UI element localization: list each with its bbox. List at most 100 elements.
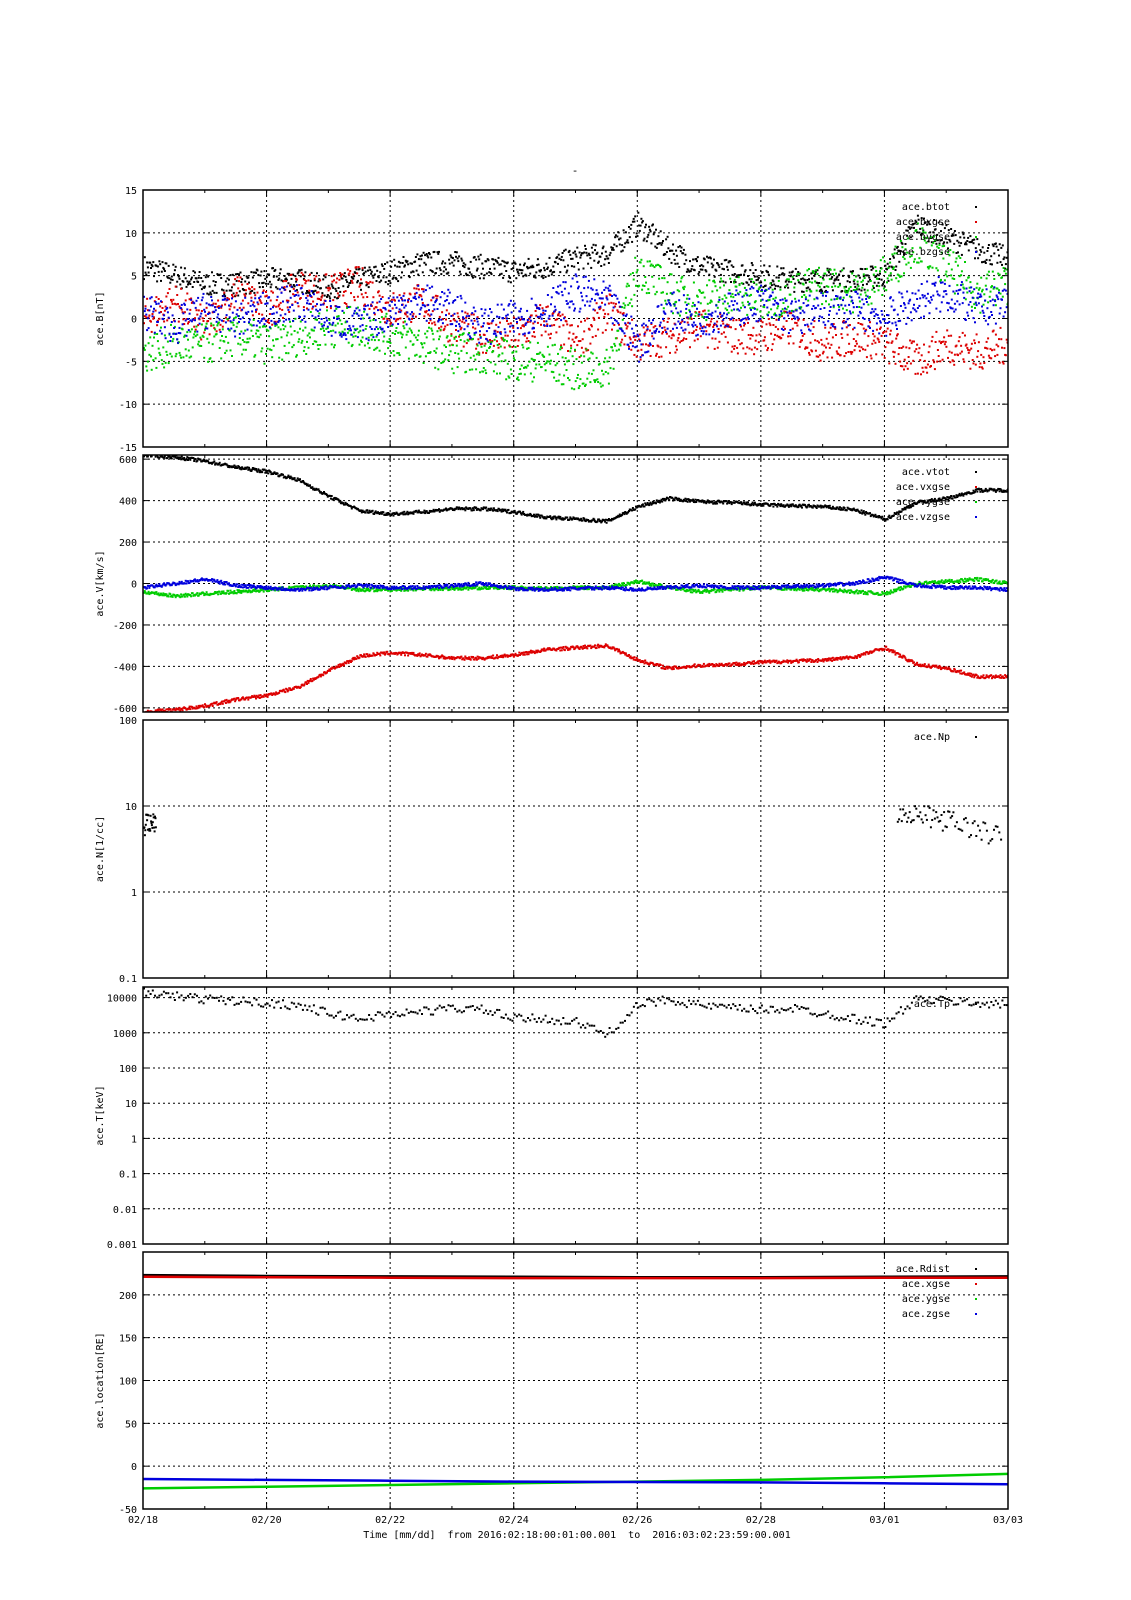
data-point [516, 377, 518, 380]
data-point [991, 349, 993, 352]
data-point [620, 328, 623, 331]
data-point [1002, 362, 1005, 365]
data-point [178, 326, 181, 329]
data-point [975, 333, 978, 336]
data-point [814, 306, 817, 309]
data-point [966, 240, 969, 242]
data-point [479, 253, 482, 256]
data-point [161, 362, 164, 365]
data-point [858, 349, 861, 352]
data-point [269, 471, 272, 474]
data-point [944, 340, 947, 343]
data-point [985, 258, 988, 261]
data-point [906, 237, 909, 240]
data-point [562, 259, 565, 262]
data-point [981, 367, 984, 370]
data-point [557, 312, 560, 315]
data-point [254, 354, 257, 357]
data-point [549, 324, 552, 327]
data-point [233, 306, 236, 309]
data-point [366, 296, 369, 298]
data-point [540, 313, 542, 316]
data-point [965, 343, 968, 346]
data-point [319, 287, 322, 290]
data-point [521, 343, 524, 346]
data-point [601, 247, 604, 250]
data-point [553, 270, 556, 273]
data-point [217, 313, 220, 316]
data-point [431, 270, 434, 273]
data-point [831, 323, 834, 326]
data-point [982, 356, 985, 359]
data-point [496, 315, 498, 318]
data-point [512, 351, 515, 354]
data-point [748, 294, 751, 297]
data-point [437, 368, 440, 371]
data-point [333, 346, 335, 349]
data-point [845, 290, 848, 292]
data-point [464, 311, 467, 314]
data-point [853, 326, 856, 329]
data-point [448, 262, 451, 265]
data-point [734, 328, 737, 331]
data-point [567, 359, 570, 362]
data-point [382, 340, 385, 343]
data-point [879, 320, 881, 323]
data-point [893, 308, 896, 311]
data-point [572, 332, 575, 335]
data-point [523, 262, 526, 265]
data-point [533, 320, 536, 323]
data-point [425, 319, 428, 322]
data-point [586, 300, 589, 303]
data-point [317, 348, 320, 350]
data-point [767, 318, 770, 320]
data-point [763, 336, 766, 339]
data-point [926, 236, 929, 239]
data-point [993, 348, 996, 351]
data-point [605, 296, 608, 299]
data-point [501, 338, 504, 341]
data-point [614, 294, 617, 297]
data-point [733, 345, 736, 348]
data-point [522, 324, 525, 327]
data-point [144, 271, 147, 274]
data-point [219, 323, 222, 326]
data-point [825, 289, 827, 292]
data-point [394, 330, 397, 333]
data-point [152, 261, 155, 264]
data-point [661, 241, 664, 244]
data-point [256, 269, 259, 272]
data-point [497, 355, 500, 358]
data-point [982, 303, 985, 306]
data-point [232, 466, 235, 468]
data-point [744, 352, 747, 355]
data-point [505, 270, 508, 272]
data-point [289, 320, 291, 323]
data-point [689, 346, 691, 349]
data-point [442, 304, 445, 307]
data-point [489, 342, 492, 345]
data-point [808, 288, 811, 291]
data-point [790, 302, 793, 305]
data-point [594, 334, 597, 337]
data-point [209, 291, 212, 294]
data-point [597, 260, 600, 263]
data-point [547, 333, 550, 336]
data-point [898, 291, 901, 294]
y-tick-label: -15 [119, 443, 137, 454]
data-point [251, 276, 254, 279]
data-point [260, 270, 263, 273]
data-point [407, 357, 410, 360]
data-point [766, 349, 769, 352]
data-point [457, 330, 460, 333]
data-point [855, 275, 858, 278]
data-point [445, 268, 447, 271]
data-point [611, 346, 613, 349]
data-point [887, 267, 890, 270]
data-point [737, 276, 740, 279]
data-point [278, 307, 281, 310]
data-point [368, 316, 371, 319]
data-point [258, 282, 261, 285]
data-point [312, 293, 315, 296]
data-point [716, 306, 719, 309]
